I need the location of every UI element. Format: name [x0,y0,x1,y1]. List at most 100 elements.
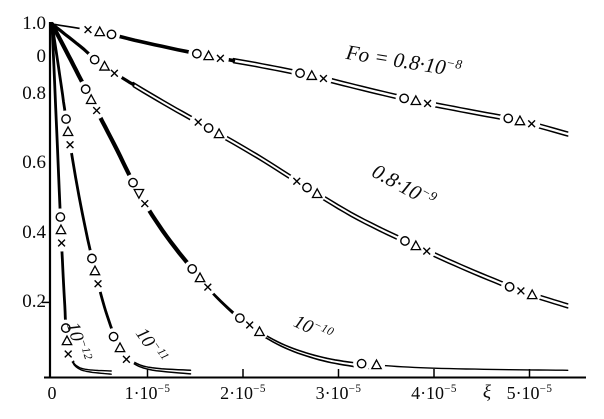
marker-circle-icon [60,323,71,333]
x-axis-label: ξ [482,382,492,403]
x-tick-label: 1·10−5 [125,383,171,404]
cross-stroke [423,99,432,108]
marker-cross-icon [66,140,74,149]
marker-cross-icon [422,247,431,256]
marker-triangle-icon [253,325,266,337]
marker-triangle-icon [213,127,225,139]
x-tick-base: 2·10 [220,383,254,403]
marker-triangle-icon [370,358,383,370]
marker-triangle-icon [311,187,323,199]
x-tick-exp: −5 [539,383,553,395]
marker-cross-icon [140,199,149,208]
marker-circle-icon [302,182,312,193]
cross-stroke [527,119,536,128]
cross-stroke [64,350,73,358]
cross-stroke [422,247,431,256]
cross-stroke [245,321,254,329]
marker-circle-icon [399,93,410,104]
marker-triangle-icon [55,223,67,235]
cross-stroke [122,355,131,364]
marker-triangle-icon [410,94,422,106]
marker-cross-icon [423,99,432,108]
x-tick-base: 5·10 [506,383,540,403]
x-tick-exp: −5 [444,383,457,395]
marker-circle-icon [108,331,119,342]
marker-triangle-icon [194,271,206,283]
marker-circle-icon [89,54,100,65]
y-tick-label: 1.0 [22,13,46,34]
marker-circle-icon [55,212,66,222]
y-tick-label: 0.6 [22,152,46,174]
curve-2-double-main [205,284,383,367]
marker-circle-icon [87,253,97,264]
marker-circle-icon [356,358,367,369]
marker-triangle-icon [114,341,126,353]
marker-triangle-icon [98,60,111,71]
cross-stroke [292,177,301,186]
cross-stroke [57,239,66,247]
x-tick-label: 0 [48,383,57,404]
y-tick-label: 0.4 [22,221,46,243]
marker-circle-icon [187,264,198,274]
marker-cross-icon [527,119,536,128]
cross-stroke [319,74,328,83]
marker-cross-icon [194,118,203,127]
cross-stroke [110,69,119,78]
curve-2-segment [49,21,209,288]
marker-circle-icon [80,84,91,95]
marker-circle-icon [203,123,214,133]
marker-cross-icon [94,279,102,288]
marker-triangle-icon [61,334,73,346]
x-tick-exp: −5 [253,383,266,395]
cross-stroke [216,54,225,63]
cross-stroke [203,283,212,292]
marker-circle-icon [234,313,245,324]
marker-triangle-icon [526,288,538,300]
marker-cross-icon [110,69,119,78]
marker-circle-icon [128,177,138,188]
cross-stroke [66,140,74,149]
marker-circle-icon [503,113,514,124]
x-tick-label: 3·10−5 [316,383,362,404]
y-tick-label: 0.8 [22,82,46,104]
marker-cross-icon [203,283,212,292]
cross-stroke [194,118,203,127]
marker-circle-icon [504,281,515,292]
marker-triangle-icon [85,93,97,105]
marker-cross-icon [57,239,66,247]
marker-cross-icon [64,350,73,358]
y-tick-label: 0.2 [22,291,46,313]
curve-4-double-mate [72,362,112,375]
marker-triangle-icon [62,125,74,137]
marker-cross-icon [292,177,301,186]
cross-stroke [140,199,149,208]
curve-4-double-main [72,361,112,372]
marker-cross-icon [92,106,101,115]
cross-stroke [92,106,101,115]
cross-stroke [84,25,92,34]
marker-triangle-icon [514,114,526,126]
cross-stroke [517,287,525,295]
marker-triangle-icon [89,264,101,276]
x-tick-base: 3·10 [315,383,349,403]
x-tick-label: 5·10−5 [507,383,553,404]
marker-cross-icon [84,25,92,34]
curve-label-exp: −8 [445,54,464,73]
x-tick-exp: −5 [348,383,362,395]
x-tick-exp: −5 [157,383,171,395]
marker-cross-icon [319,74,328,83]
marker-circle-icon [61,114,71,124]
marker-triangle-icon [133,188,145,200]
marker-triangle-icon [410,239,422,251]
curve-4-segment [50,22,75,364]
marker-circle-icon [106,29,117,40]
x-tick-label: 4·10−5 [411,383,457,404]
x-tick-base: 1·10 [124,383,158,403]
curve-2-tail [380,364,569,371]
marker-circle-icon [400,236,410,246]
x-tick-base: 4·10 [411,383,445,403]
marker-circle-icon [295,68,305,79]
x-tick-label: 2·10−5 [220,383,266,404]
